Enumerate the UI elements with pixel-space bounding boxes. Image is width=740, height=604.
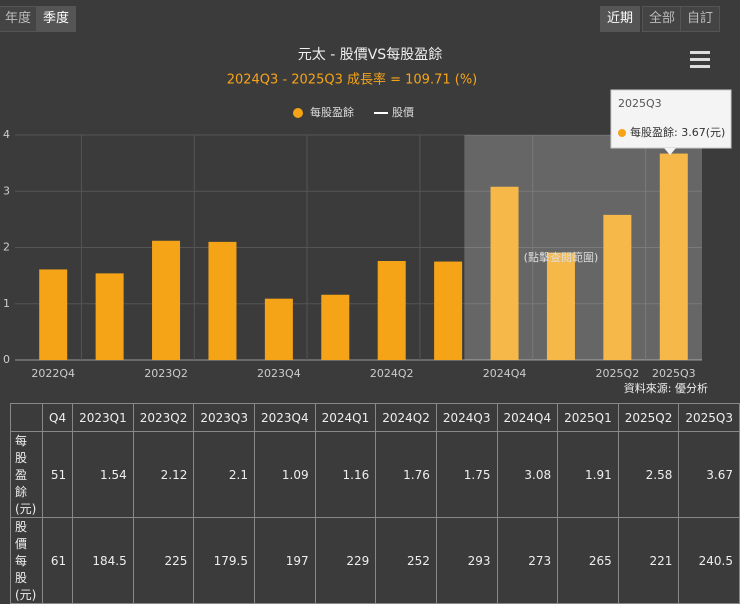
table-cell: 179.5 xyxy=(193,517,255,604)
table-header-cell: 2023Q4 xyxy=(254,403,316,432)
range-button[interactable]: 自訂 xyxy=(680,6,721,32)
table-row: 每股盈餘(元) 51 1.54 2.12 2.1 1.09 1.16 1.76 1.75 3.08… xyxy=(9,431,740,518)
period-button[interactable]: 年度 xyxy=(0,6,39,32)
y-tick-label: 1 xyxy=(3,297,10,310)
table-cell: 252 xyxy=(375,517,437,604)
bar xyxy=(264,298,293,360)
table-cell: 每股盈餘(元) xyxy=(9,431,44,518)
table-cell: 229 xyxy=(314,517,377,604)
table-header-cell: Q4 xyxy=(42,403,74,432)
x-tick-label: 2023Q2 xyxy=(144,367,188,380)
tooltip-box xyxy=(610,89,732,149)
legend-label: 股價 xyxy=(392,105,414,119)
table-cell: 3.08 xyxy=(496,431,559,518)
bar xyxy=(321,294,350,360)
bar xyxy=(39,269,68,360)
data-table: Q4 2023Q1 2023Q2 2023Q3 2023Q4 2024Q1 2024Q2 20… xyxy=(9,403,740,604)
table-header-cell: 2024Q1 xyxy=(314,403,377,432)
table-cell: 51 xyxy=(42,431,74,518)
bar xyxy=(152,240,181,360)
table-header-cell: 2023Q2 xyxy=(132,403,195,432)
table-header-cell: 2023Q3 xyxy=(193,403,255,432)
chart-subtitle: 2024Q3 - 2025Q3 成長率 = 109.71 (%) xyxy=(227,72,478,88)
bar xyxy=(603,214,632,360)
x-tick-label: 2024Q4 xyxy=(483,367,527,380)
x-tick-label: 2025Q2 xyxy=(596,367,640,380)
table-cell: 221 xyxy=(617,517,680,604)
table-cell: 1.76 xyxy=(375,431,437,518)
source: 資料來源: 優分析 xyxy=(624,381,708,395)
table-cell: 225 xyxy=(132,517,195,604)
table-header-cell: 2023Q1 xyxy=(72,403,134,432)
table-cell: 2.58 xyxy=(617,431,680,518)
table-cell: 265 xyxy=(557,517,619,604)
table-cell: 3.67 xyxy=(678,431,740,518)
page: 年度 季度 近期 全部 自訂 元太 - 股價VS每股盈餘 2024Q3 - 2025Q3… xyxy=(0,6,740,604)
range-button[interactable]: 全部 xyxy=(642,6,683,32)
bar xyxy=(95,273,124,360)
range-highlight xyxy=(464,135,702,360)
table-row: 股價每股(元) 61 184.5 225 179.5 197 229 252 293 273 265… xyxy=(9,517,740,604)
tooltip-marker xyxy=(618,129,626,137)
table-cell: 61 xyxy=(42,517,74,604)
table-header-cell: 2024Q4 xyxy=(496,403,559,432)
chart-title: 元太 - 股價VS每股盈餘 xyxy=(298,46,442,63)
tooltip-title: 2025Q3 xyxy=(618,97,662,110)
y-tick-label: 2 xyxy=(3,241,10,254)
legend-marker xyxy=(293,108,303,118)
table-cell: 1.16 xyxy=(314,431,377,518)
table-cell: 184.5 xyxy=(72,517,134,604)
y-tick-label: 0 xyxy=(3,353,10,366)
table-header-cell: 2024Q3 xyxy=(435,403,498,432)
y-tick-label: 4 xyxy=(3,128,10,141)
table-cell: 273 xyxy=(496,517,559,604)
table-cell: 2.1 xyxy=(193,431,255,518)
table-header-cell xyxy=(9,403,44,432)
bar xyxy=(434,261,463,360)
bar xyxy=(377,261,406,360)
bar xyxy=(546,252,575,360)
table-header-cell: 2024Q2 xyxy=(375,403,437,432)
table-cell: 240.5 xyxy=(678,517,740,604)
table-header-cell: 2025Q3 xyxy=(678,403,740,432)
table-cell: 1.75 xyxy=(435,431,498,518)
table-cell: 197 xyxy=(254,517,316,604)
period-button[interactable]: 季度 xyxy=(36,6,77,32)
table-cell: 2.12 xyxy=(132,431,195,518)
bar xyxy=(208,241,237,360)
table-cell: 1.54 xyxy=(72,431,134,518)
y-tick-label: 3 xyxy=(3,184,10,197)
legend-label: 每股盈餘 xyxy=(310,105,354,119)
menu-icon[interactable] xyxy=(690,51,710,68)
table-header-cell: 2025Q2 xyxy=(617,403,680,432)
range-button[interactable]: 近期 xyxy=(600,6,641,32)
tooltip-arrow xyxy=(664,148,676,155)
bar xyxy=(490,186,519,360)
x-tick-label: 2024Q2 xyxy=(370,367,414,380)
tooltip-text: 每股盈餘: 3.67(元) xyxy=(630,125,725,139)
table-cell: 293 xyxy=(435,517,498,604)
range-hint: (點擊查閱範圍) xyxy=(524,250,599,264)
table-cell: 1.09 xyxy=(254,431,316,518)
x-tick-label: 2022Q4 xyxy=(31,367,75,380)
bar xyxy=(659,153,688,360)
tooltip: 2025Q3 每股盈餘: 3.67(元) xyxy=(610,89,732,155)
table-cell: 1.91 xyxy=(557,431,619,518)
table-header-cell: 2025Q1 xyxy=(557,403,619,432)
x-tick-label: 2023Q4 xyxy=(257,367,301,380)
table-header-row: Q4 2023Q1 2023Q2 2023Q3 2023Q4 2024Q1 2024Q2 20… xyxy=(9,403,740,432)
x-tick-label: 2025Q3 xyxy=(652,367,696,380)
table-cell: 股價每股(元) xyxy=(9,517,44,604)
chart: 元太 - 股價VS每股盈餘 2024Q3 - 2025Q3 成長率 = 109.… xyxy=(3,46,732,395)
